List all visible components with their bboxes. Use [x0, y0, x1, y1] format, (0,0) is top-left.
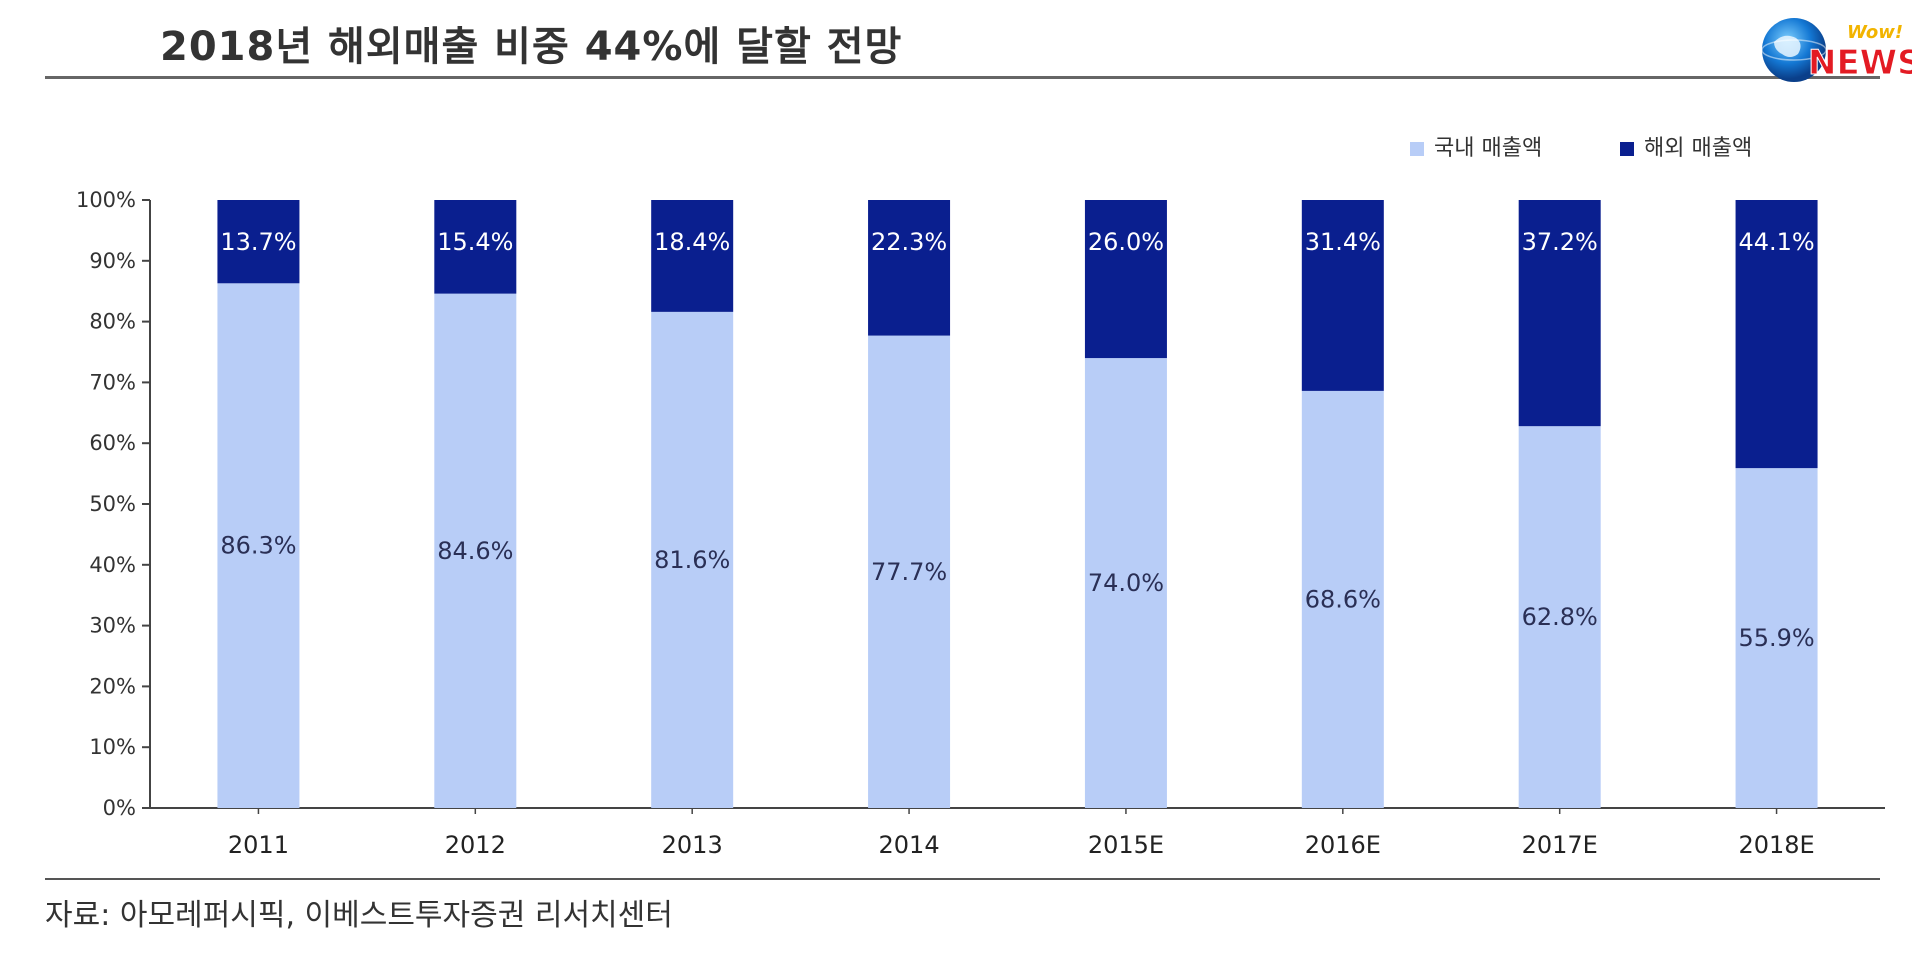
data-label-domestic: 68.6% — [1305, 585, 1381, 613]
data-label-overseas: 44.1% — [1738, 228, 1814, 256]
data-label-overseas: 37.2% — [1522, 228, 1598, 256]
chart-title: 2018년 해외매출 비중 44%에 달할 전망 — [160, 24, 903, 70]
data-label-domestic: 84.6% — [437, 537, 513, 565]
bar-domestic — [217, 283, 300, 808]
bar-overseas — [217, 200, 300, 284]
bar-overseas — [651, 200, 734, 312]
bar-domestic — [868, 335, 951, 808]
y-tick-label: 50% — [89, 492, 136, 516]
title-divider — [45, 76, 1880, 79]
data-label-overseas: 18.4% — [654, 228, 730, 256]
y-tick-label: 40% — [89, 553, 136, 577]
y-tick-label: 20% — [89, 674, 136, 698]
footer-divider — [45, 878, 1880, 880]
bar-overseas — [434, 200, 517, 294]
x-tick-label: 2018E — [1738, 831, 1814, 859]
data-label-overseas: 13.7% — [220, 228, 296, 256]
stacked-bar-chart: 0% 10% 20% 30% 40% 50% 60% 70% 80% 90% 100% 86.3% 13… — [76, 136, 1885, 859]
bar-domestic — [651, 311, 734, 808]
data-label-overseas: 15.4% — [437, 228, 513, 256]
y-tick-label: 0% — [103, 796, 136, 820]
source-note: 자료: 아모레퍼시픽, 이베스트투자증권 리서치센터 — [45, 898, 673, 933]
logo-wow-text: Wow! — [1847, 22, 1903, 43]
legend-label-overseas: 해외 매출액 — [1644, 136, 1752, 161]
x-tick-label: 2017E — [1522, 831, 1598, 859]
legend-swatch-overseas — [1620, 142, 1634, 156]
data-label-overseas: 22.3% — [871, 228, 947, 256]
bar-overseas — [868, 200, 951, 336]
legend-label-domestic: 국내 매출액 — [1434, 136, 1542, 161]
x-tick-label: 2015E — [1088, 831, 1164, 859]
logo-news-text: NEWS — [1808, 43, 1912, 83]
x-tick-label: 2011 — [228, 831, 289, 859]
y-tick-label: 70% — [89, 370, 136, 394]
bar-domestic — [1301, 390, 1384, 808]
bar-overseas — [1518, 200, 1601, 427]
bar-overseas — [1301, 200, 1384, 391]
data-label-domestic: 81.6% — [654, 546, 730, 574]
y-tick-label: 90% — [89, 249, 136, 273]
data-label-domestic: 86.3% — [220, 532, 296, 560]
y-tick-label: 60% — [89, 431, 136, 455]
bar-domestic — [1084, 358, 1167, 808]
legend-swatch-domestic — [1410, 142, 1424, 156]
x-tick-label: 2014 — [879, 831, 940, 859]
bar-overseas — [1084, 200, 1167, 359]
bar-domestic — [1518, 426, 1601, 808]
globe-icon: Wow! NEWS — [1761, 18, 1920, 84]
y-tick-label: 30% — [89, 614, 136, 638]
data-label-overseas: 31.4% — [1305, 228, 1381, 256]
data-label-overseas: 26.0% — [1088, 228, 1164, 256]
data-label-domestic: 77.7% — [871, 558, 947, 586]
data-label-domestic: 74.0% — [1088, 569, 1164, 597]
y-tick-label: 10% — [89, 735, 136, 759]
data-label-domestic: 62.8% — [1522, 603, 1598, 631]
x-tick-label: 2016E — [1305, 831, 1381, 859]
bar-overseas — [1735, 200, 1818, 469]
wow-news-logo: Wow! NEWS — [1752, 8, 1920, 88]
data-label-domestic: 55.9% — [1738, 624, 1814, 652]
y-tick-label: 100% — [76, 188, 136, 212]
bar-domestic — [1735, 468, 1818, 808]
x-tick-label: 2013 — [662, 831, 723, 859]
y-tick-label: 80% — [89, 310, 136, 334]
x-tick-label: 2012 — [445, 831, 506, 859]
bar-domestic — [434, 293, 517, 809]
